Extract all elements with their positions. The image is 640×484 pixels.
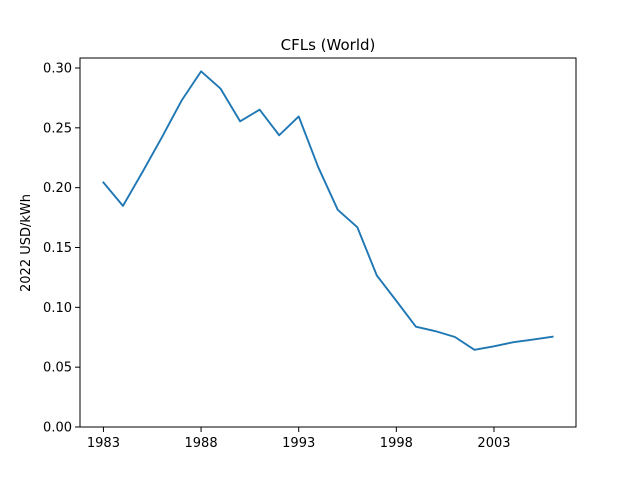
x-tick-label: 1988 (185, 436, 218, 451)
y-tick-label: 0.20 (43, 181, 72, 196)
x-tick-label: 1998 (380, 436, 413, 451)
y-tick-label: 0.00 (43, 421, 72, 436)
y-tick-label: 0.25 (43, 121, 72, 136)
y-tick-label: 0.15 (43, 241, 72, 256)
plot-area: 1983 1988 1993 1998 2003 0.00 0.05 0.10 0.15 0.20… (43, 57, 577, 451)
y-tick-label: 0.10 (43, 301, 72, 316)
series-line-0 (102, 70, 554, 351)
x-tick-label: 2003 (477, 436, 510, 451)
x-tick-label: 1993 (282, 436, 315, 451)
chart-title: CFLs (World) (281, 36, 376, 54)
y-tick-label: 0.30 (43, 61, 72, 76)
plot-frame (79, 57, 577, 428)
x-tick-label: 1983 (87, 436, 120, 451)
y-axis-label: 2022 USD/kWh (19, 194, 34, 292)
y-tick-label: 0.05 (43, 361, 72, 376)
